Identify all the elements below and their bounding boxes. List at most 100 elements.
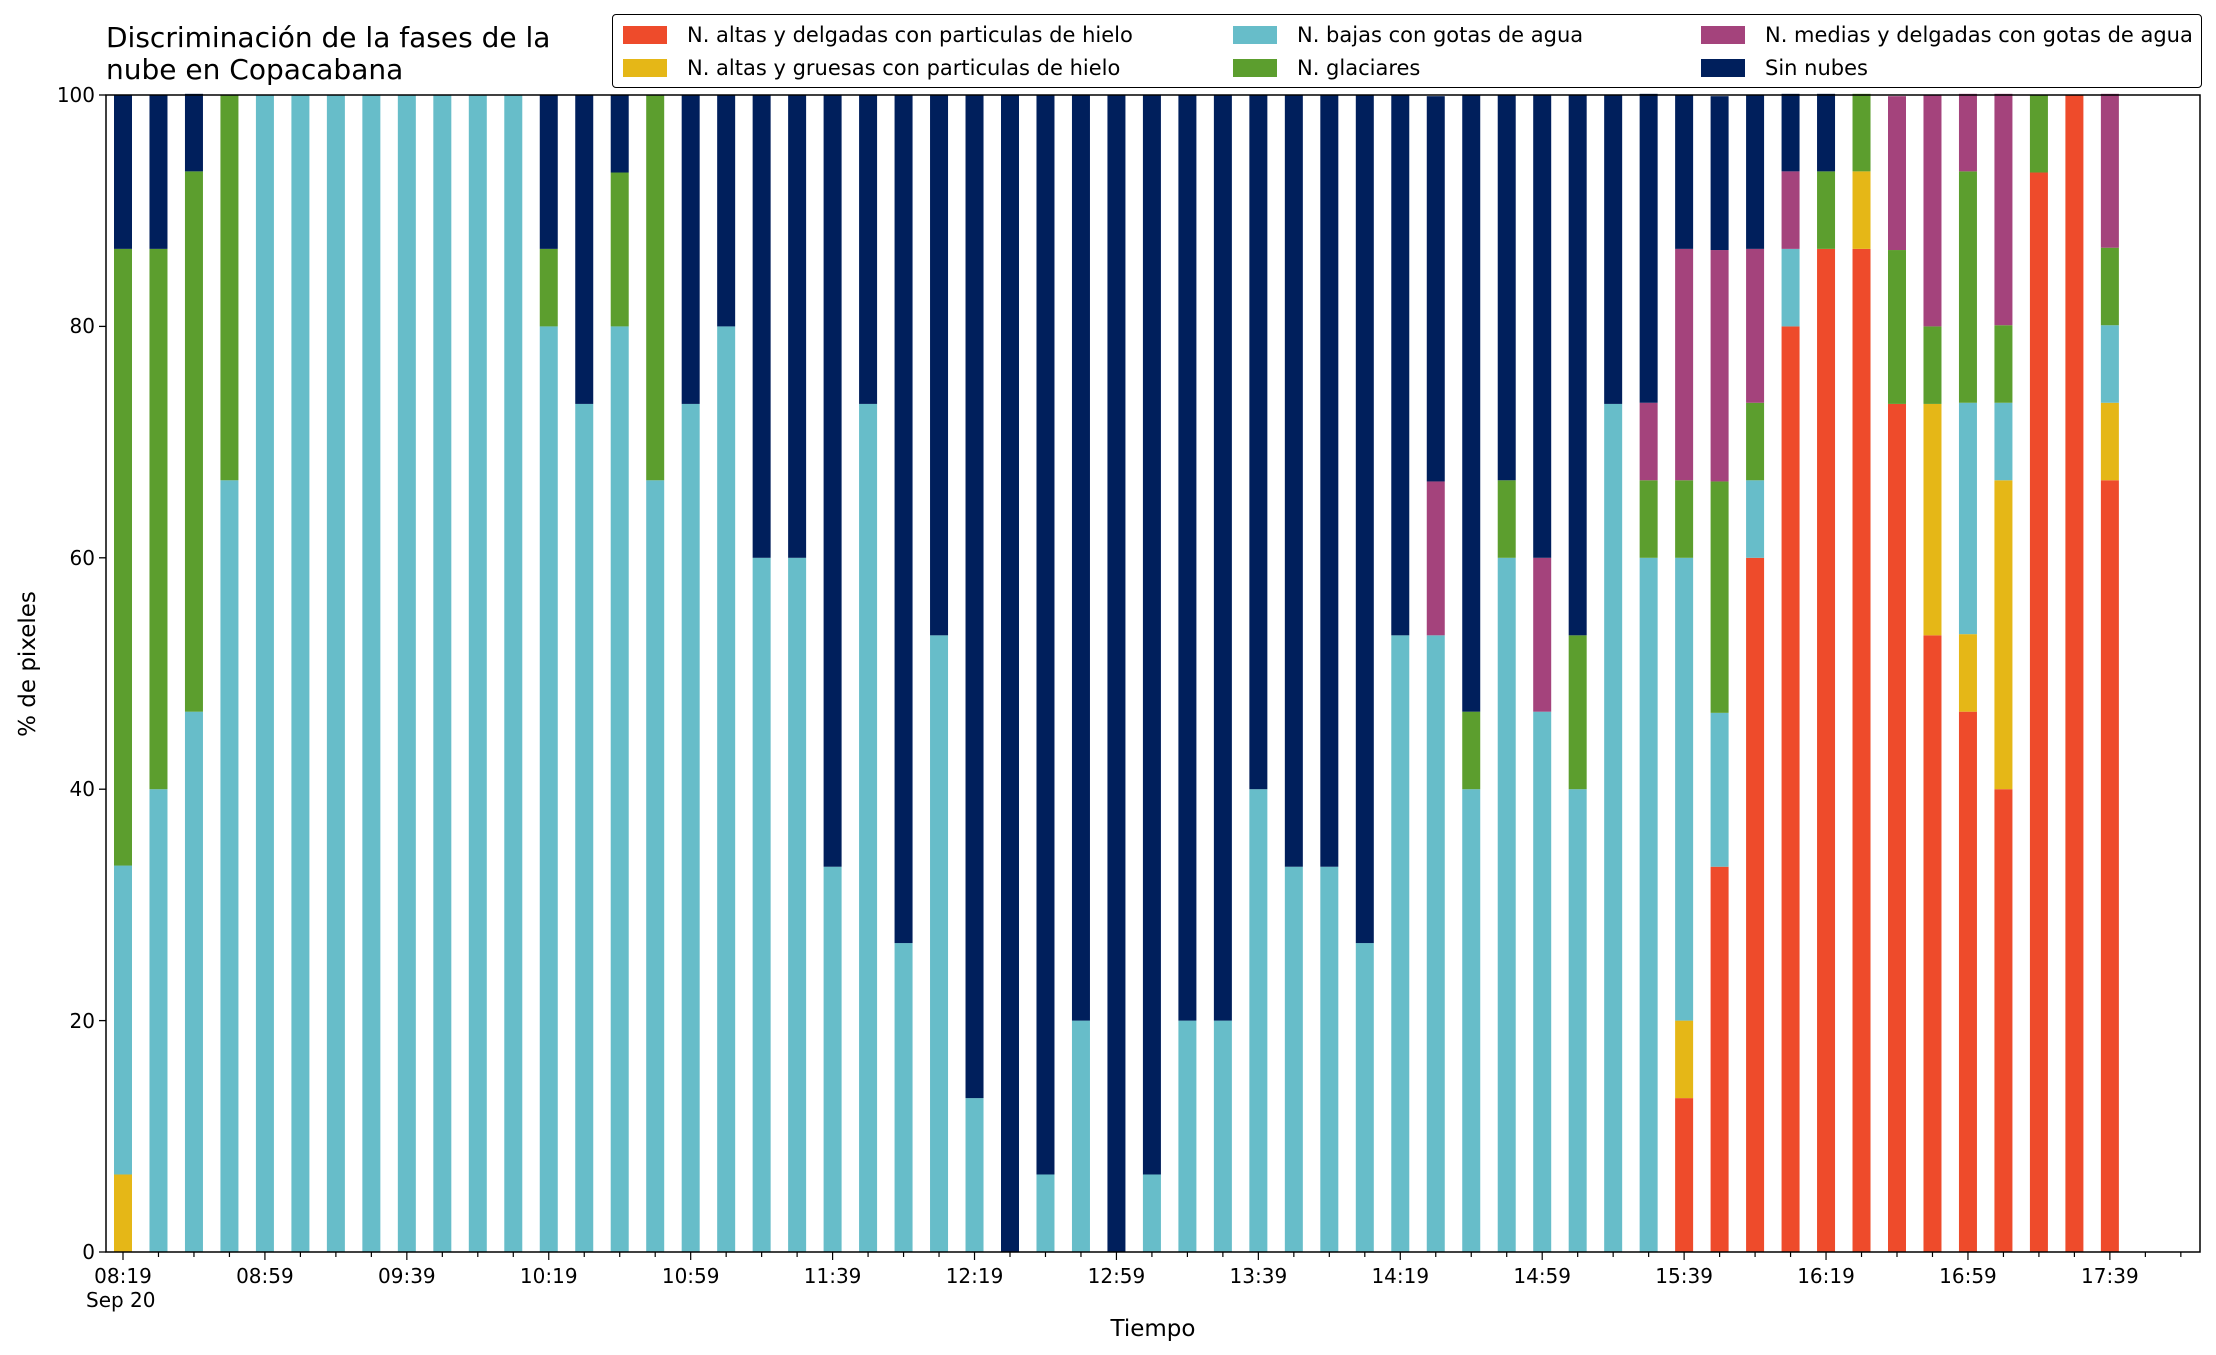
- bar-segment: [2100, 480, 2119, 1252]
- bar-segment: [1923, 635, 1942, 1252]
- bar-segment: [965, 1098, 984, 1252]
- bar-segment: [1817, 93, 1836, 172]
- bar-segment: [610, 95, 629, 173]
- x-tick-label: 13:39: [1229, 1264, 1288, 1288]
- bar-segment: [2100, 325, 2119, 403]
- bar-segment: [610, 326, 629, 1252]
- bar-segment: [894, 95, 913, 944]
- bar-segment: [149, 95, 168, 249]
- bar-segment: [1781, 248, 1800, 327]
- bar-segment: [1958, 93, 1977, 172]
- bar-segment: [184, 711, 203, 1252]
- bar-segment: [1746, 95, 1765, 249]
- x-tick-label: 08:59: [236, 1264, 294, 1288]
- bar-segment: [823, 95, 842, 867]
- bar-segment: [1746, 557, 1765, 1252]
- bar-segment: [220, 480, 239, 1252]
- legend-item-sin-nubes: Sin nubes: [1701, 53, 1868, 83]
- bar-segment: [1710, 866, 1729, 1252]
- bar-segment: [1958, 171, 1977, 403]
- bar-segment: [1675, 248, 1694, 481]
- bar-segment: [1249, 789, 1268, 1252]
- x-tick-label: 16:59: [1939, 1264, 1997, 1288]
- bar-segment: [1781, 171, 1800, 249]
- bar-segment: [1958, 634, 1977, 712]
- bar-segment: [610, 172, 629, 327]
- bar-segment: [1852, 248, 1871, 1252]
- bar-segment: [1781, 93, 1800, 172]
- bar-segment: [1675, 480, 1694, 558]
- legend-item-altas-gruesas: N. altas y gruesas con particulas de hie…: [623, 53, 1120, 83]
- bar-segment: [1462, 789, 1481, 1252]
- legend-label: N. medias y delgadas con gotas de agua: [1765, 23, 2193, 47]
- bar-segment: [894, 943, 913, 1252]
- bar-segment: [468, 95, 487, 1252]
- bar-segment: [1036, 1174, 1055, 1252]
- bar-segment: [1888, 250, 1906, 404]
- bar-segment: [539, 326, 558, 1252]
- x-tick-label: 12:59: [1087, 1264, 1146, 1288]
- x-tick-label: 14:19: [1371, 1264, 1430, 1288]
- bar-segment: [1852, 171, 1871, 249]
- bar-segment: [1675, 1020, 1694, 1099]
- x-tick-label: 09:39: [378, 1264, 436, 1288]
- bar-segment: [326, 95, 345, 1252]
- bar-segment: [2029, 95, 2048, 173]
- x-tick-label: 08:19: [94, 1264, 152, 1288]
- legend-swatch: [623, 59, 667, 77]
- bar-segment: [1888, 96, 1906, 251]
- bar-segment: [1994, 480, 2013, 790]
- legend-item-glaciares: N. glaciares: [1233, 53, 1420, 83]
- bar-segment: [1213, 1020, 1232, 1252]
- bar-segment: [1426, 481, 1445, 636]
- bar-segment: [2029, 172, 2048, 1252]
- bar-segment: [1391, 635, 1410, 1252]
- x-tick-label: 12:19: [945, 1264, 1004, 1288]
- bar-segment: [1462, 711, 1481, 790]
- bar-segment: [1071, 95, 1090, 1021]
- x-tick-label: 16:19: [1797, 1264, 1855, 1288]
- bar-segment: [504, 95, 523, 1252]
- x-date-label: Sep 20: [86, 1288, 156, 1312]
- bar-segment: [1178, 1020, 1197, 1252]
- x-tick-label: 14:59: [1513, 1264, 1572, 1288]
- bar-segment: [752, 557, 771, 1252]
- x-tick-label: 11:39: [803, 1264, 862, 1288]
- y-tick-label: 20: [69, 1008, 95, 1033]
- bars-group: [114, 93, 2119, 1252]
- bar-segment: [1994, 402, 2013, 481]
- legend-item-altas-delgadas: N. altas y delgadas con particulas de hi…: [623, 20, 1133, 50]
- bar-segment: [646, 480, 665, 1252]
- bar-segment: [1497, 480, 1516, 558]
- bar-segment: [1710, 250, 1729, 482]
- bar-segment: [717, 326, 736, 1252]
- axes-group: [99, 94, 2201, 1260]
- bar-segment: [1888, 403, 1906, 1252]
- bar-segment: [823, 866, 842, 1252]
- bar-segment: [1284, 95, 1303, 867]
- bar-segment: [930, 95, 949, 636]
- bar-segment: [681, 95, 700, 404]
- bar-segment: [1213, 95, 1232, 1021]
- bar-segment: [397, 95, 416, 1252]
- bar-segment: [1710, 96, 1729, 251]
- bar-segment: [1355, 95, 1374, 944]
- bar-segment: [114, 95, 132, 249]
- bar-segment: [1710, 481, 1729, 713]
- bar-segment: [1994, 325, 2013, 403]
- bar-segment: [184, 93, 203, 172]
- bar-segment: [717, 95, 736, 327]
- bar-segment: [1994, 93, 2013, 326]
- bar-segment: [1675, 557, 1694, 1021]
- legend-item-bajas: N. bajas con gotas de agua: [1233, 20, 1583, 50]
- legend: N. altas y delgadas con particulas de hi…: [612, 14, 2202, 88]
- bar-segment: [1639, 93, 1658, 403]
- bar-segment: [1958, 402, 1977, 635]
- bar-segment: [1001, 95, 1019, 1252]
- bar-segment: [681, 403, 700, 1252]
- bar-segment: [965, 95, 984, 1099]
- bar-segment: [539, 248, 558, 327]
- y-tick-label: 80: [69, 314, 95, 339]
- plot-frame: [105, 94, 2201, 1253]
- bar-segment: [1320, 866, 1339, 1252]
